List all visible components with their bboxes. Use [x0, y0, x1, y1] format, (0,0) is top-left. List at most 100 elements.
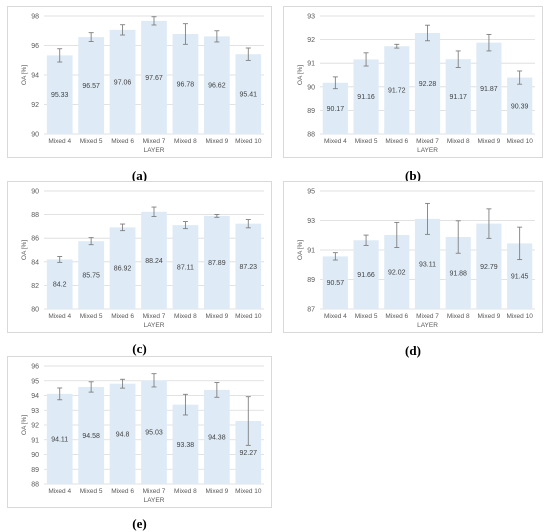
- data-label: 94.58: [82, 433, 100, 440]
- y-axis-title: OA [%]: [297, 240, 304, 260]
- x-tick-label: Mixed 9: [205, 313, 228, 320]
- bar: [141, 211, 167, 309]
- data-label: 95.03: [145, 430, 163, 437]
- x-tick-label: Mixed 8: [174, 138, 197, 145]
- x-axis-title: LAYER: [144, 322, 165, 329]
- data-label: 97.06: [114, 79, 132, 86]
- bar: [203, 215, 230, 309]
- y-tick-label: 88: [31, 212, 39, 219]
- data-label: 90.17: [327, 106, 345, 113]
- panel-label-c: (c): [132, 341, 147, 356]
- x-tick-label: Mixed 6: [111, 313, 134, 320]
- x-axis-title: LAYER: [144, 497, 165, 504]
- data-label: 92.27: [240, 450, 258, 457]
- data-label: 91.45: [511, 274, 529, 281]
- bar: [235, 223, 262, 309]
- x-tick-label: Mixed 5: [355, 138, 378, 145]
- data-label: 91.87: [480, 86, 498, 93]
- y-tick-label: 89: [31, 467, 39, 474]
- data-label: 90.39: [511, 103, 529, 110]
- y-tick-label: 88: [31, 482, 39, 489]
- bar: [78, 241, 105, 309]
- data-label: 93.11: [419, 261, 436, 268]
- y-tick-label: 89: [307, 108, 315, 115]
- y-axis-title: OA [%]: [21, 415, 28, 435]
- x-tick-label: Mixed 10: [235, 138, 262, 145]
- chart-frame-c: 80 82 84 86 88 90 OA [%] 84.2 Mixed 4 85.75 Mixed …: [7, 181, 272, 333]
- x-tick-label: Mixed 4: [48, 138, 71, 145]
- y-tick-label: 91: [31, 437, 39, 444]
- y-tick-label: 94: [31, 393, 39, 400]
- panel-label-a: (a): [131, 168, 148, 183]
- x-tick-label: Mixed 8: [447, 138, 470, 145]
- bar: [141, 380, 167, 484]
- x-tick-label: Mixed 5: [80, 488, 103, 495]
- chart-frame-e: 88 89 90 91 92 93 94 95 96 OA [%] 94.11 Mixed 4 94.5…: [7, 356, 272, 508]
- bar: [476, 42, 502, 134]
- data-label: 88.24: [145, 258, 163, 265]
- bar: [109, 29, 136, 135]
- bar: [172, 404, 199, 484]
- x-axis-title: LAYER: [417, 322, 438, 329]
- data-label: 90.57: [327, 280, 345, 287]
- bar: [322, 256, 348, 309]
- y-tick-label: 87: [307, 307, 315, 314]
- chart-svg-a: 90 92 94 96 98 OA [%] 95.33 Mixed 4 96.57 Mixed 5…: [21, 14, 264, 154]
- data-label: 91.66: [357, 272, 375, 279]
- y-tick-label: 96: [31, 364, 39, 371]
- data-label: 86.92: [114, 266, 132, 273]
- bar: [322, 82, 348, 134]
- data-label: 87.89: [208, 260, 226, 267]
- x-tick-label: Mixed 5: [80, 138, 103, 145]
- data-label: 92.02: [388, 269, 406, 276]
- data-label: 95.33: [51, 92, 69, 99]
- bar: [414, 32, 441, 134]
- data-label: 95.41: [240, 92, 258, 99]
- x-tick-label: Mixed 8: [447, 313, 470, 320]
- x-tick-label: Mixed 4: [324, 313, 347, 320]
- x-axis-title: LAYER: [417, 147, 438, 154]
- x-tick-label: Mixed 9: [478, 313, 501, 320]
- y-axis-title: OA [%]: [297, 65, 304, 85]
- y-tick-label: 92: [31, 102, 39, 109]
- bar: [141, 20, 167, 134]
- y-tick-label: 80: [31, 307, 39, 314]
- x-tick-label: Mixed 7: [143, 138, 166, 145]
- y-tick-label: 93: [31, 408, 39, 415]
- y-tick-label: 93: [307, 218, 315, 225]
- data-label: 94.38: [208, 434, 226, 441]
- data-label: 91.72: [388, 88, 406, 95]
- chart-frame-b: 88 89 90 91 92 93 OA [%] 90.17 Mixed 4 91.16 Mixed…: [283, 6, 543, 158]
- x-tick-label: Mixed 4: [324, 138, 347, 145]
- x-tick-label: Mixed 8: [174, 488, 197, 495]
- y-tick-label: 86: [31, 236, 39, 243]
- y-axis-title: OA [%]: [21, 240, 28, 260]
- data-label: 84.2: [53, 282, 67, 289]
- bar: [203, 36, 230, 135]
- x-tick-label: Mixed 4: [48, 313, 71, 320]
- bar: [203, 389, 230, 484]
- x-tick-label: Mixed 10: [235, 313, 262, 320]
- data-label: 92.79: [480, 264, 498, 271]
- data-label: 94.11: [51, 436, 68, 443]
- y-tick-label: 82: [31, 283, 39, 290]
- data-label: 91.16: [357, 94, 375, 101]
- bar: [109, 383, 136, 484]
- y-tick-label: 91: [307, 248, 315, 255]
- bar: [172, 33, 199, 134]
- bar: [78, 37, 105, 134]
- x-tick-label: Mixed 5: [355, 313, 378, 320]
- data-label: 96.78: [177, 81, 195, 88]
- chart-svg-c: 80 82 84 86 88 90 OA [%] 84.2 Mixed 4 85.75 Mixed …: [21, 189, 264, 329]
- data-label: 94.8: [116, 431, 130, 438]
- bar: [235, 54, 262, 134]
- chart-frame-d: 87 89 91 93 95 OA [%] 90.57 Mixed 4 91.66 Mixed 5…: [283, 181, 543, 333]
- data-label: 87.23: [240, 264, 258, 271]
- data-label: 97.67: [145, 75, 163, 82]
- y-tick-label: 96: [31, 43, 39, 50]
- y-tick-label: 94: [31, 73, 39, 80]
- panel-label-d: (d): [405, 343, 421, 358]
- data-label: 91.17: [449, 94, 467, 101]
- bar: [78, 386, 105, 484]
- y-tick-label: 93: [307, 14, 315, 21]
